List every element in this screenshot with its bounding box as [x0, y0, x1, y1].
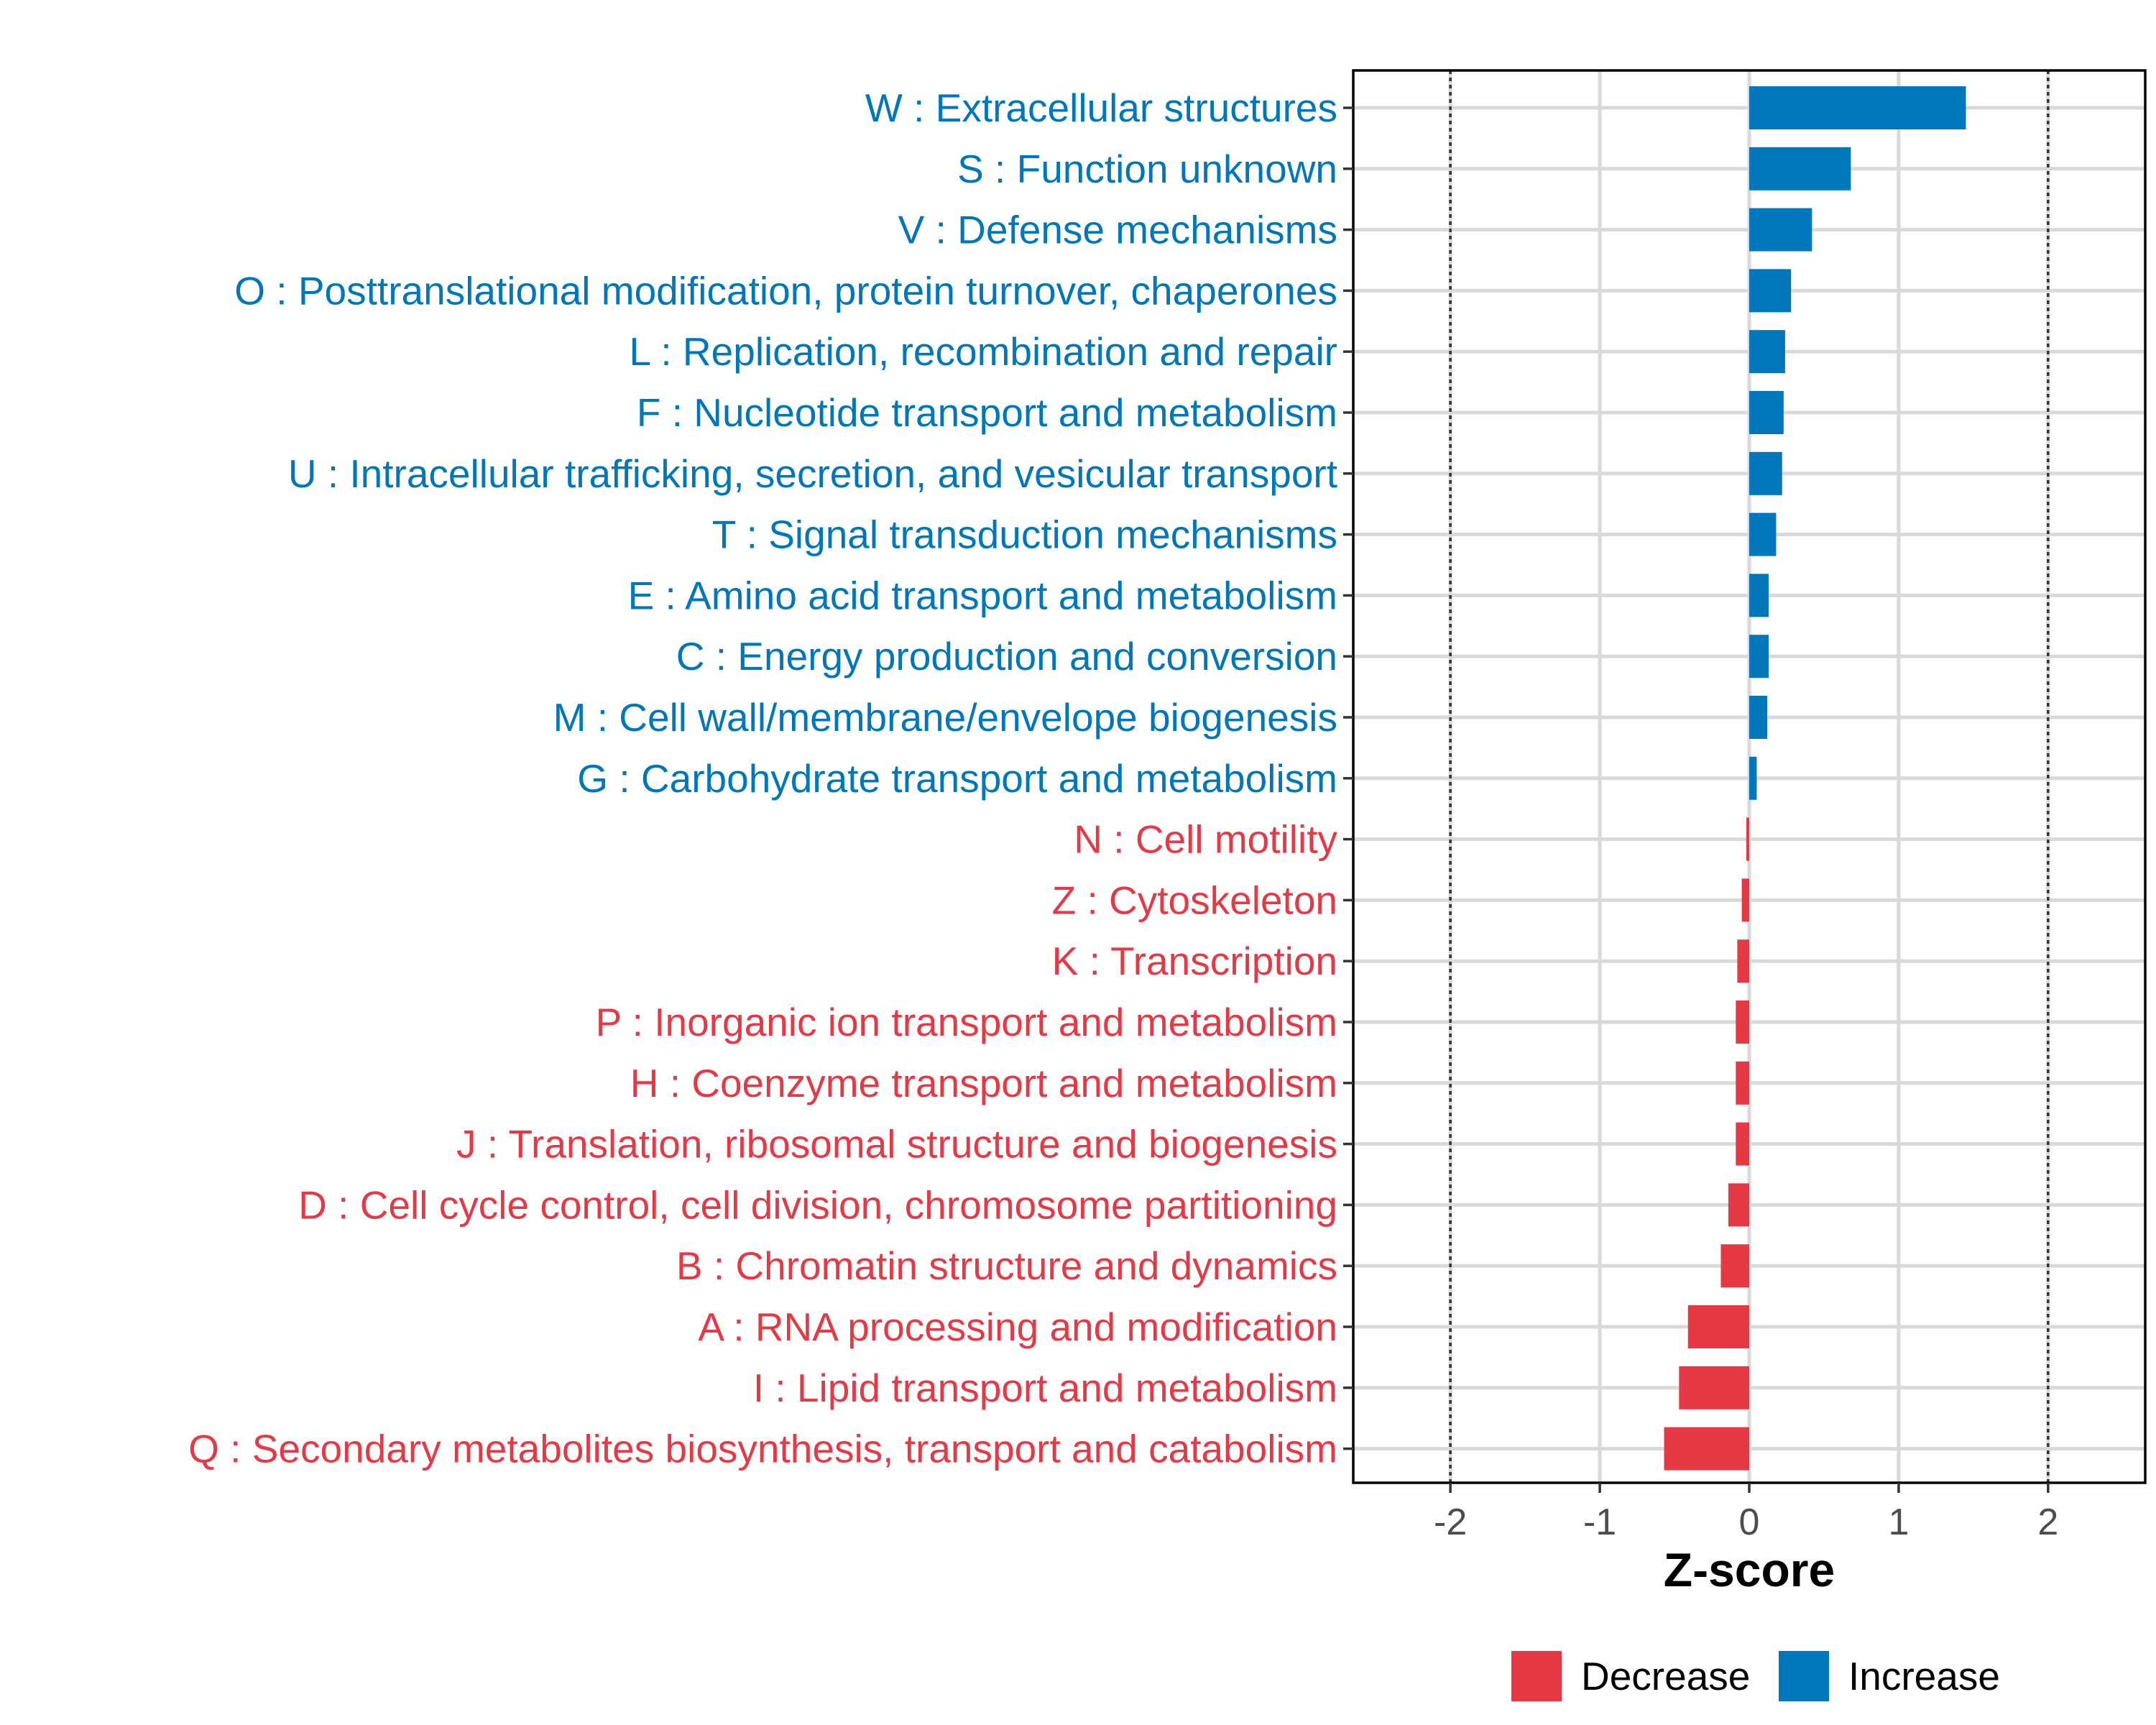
category-label: P : Inorganic ion transport and metaboli… [596, 1000, 1337, 1044]
category-label: I : Lipid transport and metabolism [753, 1366, 1337, 1410]
bar [1749, 147, 1851, 190]
category-label: A : RNA processing and modification [698, 1305, 1337, 1349]
category-label: F : Nucleotide transport and metabolism [637, 390, 1337, 435]
category-label: Q : Secondary metabolites biosynthesis, … [188, 1427, 1337, 1471]
category-label: D : Cell cycle control, cell division, c… [298, 1182, 1337, 1227]
decrease-legend-label: Decrease [1581, 1654, 1750, 1698]
category-label: J : Translation, ribosomal structure and… [456, 1122, 1337, 1167]
bar [1749, 208, 1812, 252]
category-label: W : Extracellular structures [865, 86, 1337, 130]
category-label: G : Carbohydrate transport and metabolis… [577, 756, 1337, 801]
category-label: V : Defense mechanisms [898, 208, 1337, 252]
bar-layer [1664, 86, 1966, 1471]
category-label: M : Cell wall/membrane/envelope biogenes… [553, 695, 1337, 740]
y-axis-labels: W : Extracellular structures S : Function… [188, 86, 1337, 1471]
category-label: N : Cell motility [1074, 817, 1337, 862]
x-tick-label: -2 [1434, 1501, 1467, 1543]
increase-legend-swatch [1779, 1651, 1829, 1701]
category-label: T : Signal transduction mechanisms [712, 512, 1337, 557]
category-label: Z : Cytoskeleton [1052, 878, 1337, 922]
bar [1687, 1305, 1749, 1348]
category-label: B : Chromatin structure and dynamics [676, 1243, 1337, 1288]
decrease-legend-swatch [1511, 1651, 1562, 1701]
category-label: U : Intracellular trafficking, secretion… [288, 451, 1337, 496]
bar [1679, 1366, 1749, 1409]
bar [1749, 391, 1784, 434]
bar [1749, 86, 1966, 129]
category-label: H : Coenzyme transport and metabolism [630, 1061, 1337, 1105]
bar [1749, 330, 1785, 374]
bar [1736, 1122, 1749, 1166]
bar [1736, 1061, 1749, 1105]
category-label: L : Replication, recombination and repai… [630, 329, 1337, 374]
bar [1741, 878, 1749, 922]
x-tick-label: 0 [1739, 1501, 1760, 1543]
category-label: C : Energy production and conversion [676, 634, 1337, 678]
x-axis-title: Z-score [1664, 1543, 1835, 1596]
category-label: S : Function unknown [957, 147, 1337, 191]
bar [1737, 939, 1749, 983]
bar [1749, 635, 1769, 678]
category-label: E : Amino acid transport and metabolism [628, 573, 1337, 617]
increase-legend-label: Increase [1848, 1654, 2000, 1698]
bar [1749, 574, 1769, 617]
bar [1720, 1244, 1749, 1288]
bar [1746, 817, 1749, 861]
x-tick-label: 2 [2037, 1501, 2058, 1543]
x-tick-label: -1 [1583, 1501, 1616, 1543]
legend: Decrease Increase [1511, 1651, 2000, 1701]
x-tick-label: 1 [1888, 1501, 1909, 1543]
reference-lines [1449, 70, 2050, 1483]
x-axis-ticks: -2 -1 0 1 2 [1434, 1483, 2058, 1543]
bar [1749, 756, 1757, 800]
bar [1749, 269, 1792, 313]
bar [1664, 1427, 1749, 1471]
y-axis-ticks [1343, 106, 1353, 1450]
category-label: K : Transcription [1052, 939, 1337, 983]
bar [1728, 1183, 1749, 1227]
bar [1749, 696, 1767, 739]
bar [1749, 451, 1782, 495]
bar [1736, 1000, 1749, 1044]
bar [1749, 512, 1777, 556]
category-label: O : Posttranslational modification, prot… [234, 268, 1337, 313]
